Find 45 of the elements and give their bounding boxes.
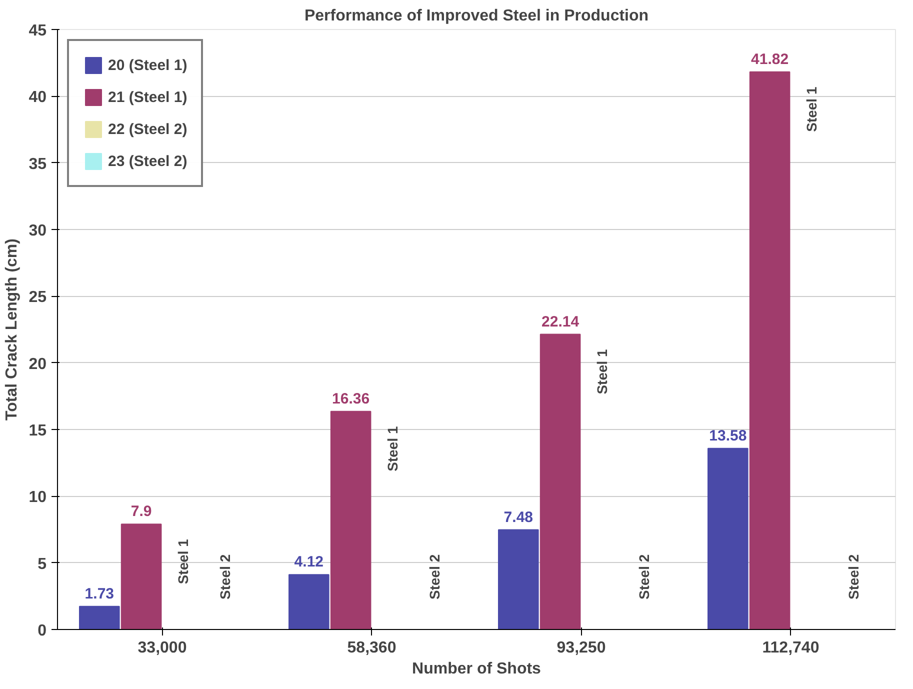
x-tick-label: 112,740 bbox=[762, 640, 820, 656]
data-label: 7.48 bbox=[504, 508, 534, 526]
bar bbox=[78, 606, 120, 630]
annotation: Steel 2 bbox=[217, 554, 234, 600]
y-tick-label: 45 bbox=[28, 22, 47, 40]
legend-label: 20 (Steel 1) bbox=[108, 56, 188, 74]
y-tick-label: 5 bbox=[38, 556, 47, 573]
y-axis-title: Total Crack Length (cm) bbox=[4, 238, 21, 420]
chart-title: Performance of Improved Steel in Production bbox=[304, 8, 649, 24]
data-label: 7.9 bbox=[130, 503, 152, 520]
annotation: Steel 2 bbox=[426, 554, 443, 600]
x-tick-label: 33,000 bbox=[138, 640, 187, 656]
bar bbox=[498, 529, 539, 630]
bar bbox=[120, 524, 162, 630]
data-label: 41.82 bbox=[751, 50, 789, 68]
y-tick-label: 25 bbox=[28, 289, 47, 306]
y-tick-label: 30 bbox=[28, 222, 47, 240]
bar bbox=[288, 574, 330, 630]
x-tick-label: 93,250 bbox=[556, 640, 606, 656]
y-tick-label: 0 bbox=[38, 622, 47, 640]
y-tick-label: 40 bbox=[28, 89, 47, 106]
data-label: 13.58 bbox=[709, 427, 747, 444]
bar bbox=[540, 334, 581, 630]
annotation: Steel 1 bbox=[175, 538, 192, 584]
annotation: Steel 2 bbox=[636, 554, 652, 600]
annotation: Steel 1 bbox=[804, 86, 820, 132]
x-tick-label: 58,360 bbox=[347, 640, 396, 656]
bar bbox=[330, 410, 372, 630]
x-axis-title: Number of Shots bbox=[412, 660, 542, 678]
bar bbox=[749, 71, 790, 630]
legend-label: 21 (Steel 1) bbox=[108, 88, 188, 106]
legend-label: 23 (Steel 2) bbox=[108, 152, 188, 170]
data-label: 22.14 bbox=[542, 313, 580, 330]
data-label: 16.36 bbox=[332, 390, 370, 408]
y-tick-label: 15 bbox=[28, 422, 47, 440]
y-tick-label: 10 bbox=[28, 489, 47, 506]
data-label: 4.12 bbox=[294, 554, 324, 571]
legend-label: 22 (Steel 2) bbox=[108, 120, 188, 138]
annotation: Steel 1 bbox=[594, 348, 610, 394]
data-label: 1.73 bbox=[84, 585, 114, 602]
annotation: Steel 1 bbox=[384, 426, 401, 472]
annotation: Steel 2 bbox=[846, 554, 862, 600]
y-tick-label: 20 bbox=[28, 356, 47, 373]
bar bbox=[707, 448, 748, 630]
y-tick-label: 35 bbox=[28, 156, 47, 173]
